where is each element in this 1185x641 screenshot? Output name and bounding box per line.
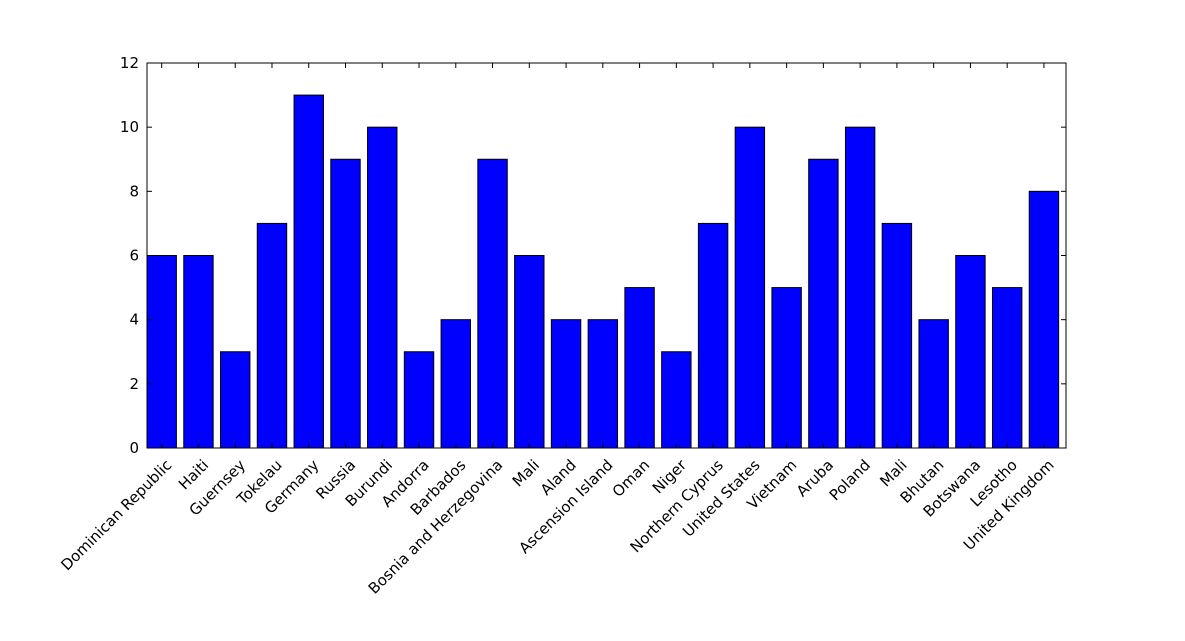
bar-8: [440, 319, 471, 449]
bar-13: [624, 287, 655, 449]
x-tick-label: Poland: [826, 456, 874, 504]
bar-9: [477, 158, 508, 449]
bar-21: [918, 319, 949, 449]
y-tick-label: 0: [129, 439, 139, 457]
bar-19: [844, 126, 876, 449]
bar-6: [367, 126, 398, 449]
bar-17: [771, 287, 802, 449]
bar-11: [550, 319, 582, 449]
y-tick-label: 12: [120, 54, 139, 72]
bar-14: [661, 351, 692, 449]
bar-2: [220, 351, 251, 449]
bar-15: [697, 222, 729, 449]
bar-23: [991, 287, 1023, 449]
bar-22: [955, 255, 986, 449]
y-tick-label: 2: [129, 375, 139, 393]
bar-10: [514, 255, 545, 449]
bar-18: [808, 158, 839, 449]
bar-5: [330, 158, 361, 449]
y-tick-label: 4: [129, 311, 139, 329]
y-tick-label: 8: [129, 182, 139, 200]
bar-20: [881, 222, 913, 449]
x-tick-labels: Dominican Republic HaitiGuernseyTokelauGe…: [57, 455, 1057, 597]
ticks-group: [147, 62, 1066, 449]
bar-12: [587, 319, 619, 449]
bar-7: [403, 351, 435, 449]
x-tick-label: Oman: [609, 456, 654, 501]
y-tick-label: 6: [129, 247, 139, 265]
y-tick-label: 10: [120, 118, 139, 136]
y-tick-labels: 0 2 4 6 8 10 12: [120, 54, 139, 457]
bar-16: [734, 126, 766, 449]
bar-24: [1028, 190, 1060, 449]
plot-frame: [146, 62, 1067, 449]
x-tick-label: Dominican Republic: [57, 456, 175, 574]
bar-3: [256, 222, 288, 449]
bar-4: [293, 94, 324, 449]
bar-1: [183, 255, 214, 449]
bar-0: [146, 255, 177, 449]
bars-group: [146, 94, 1060, 449]
